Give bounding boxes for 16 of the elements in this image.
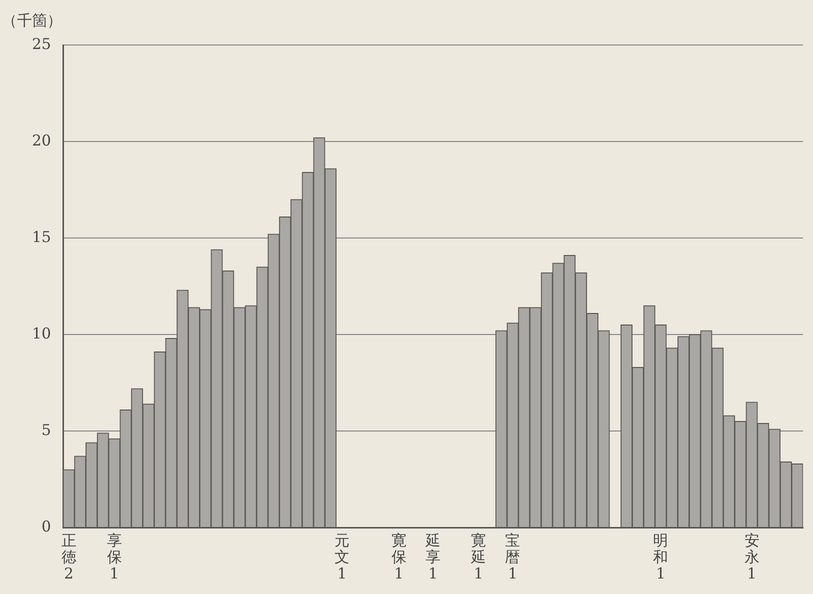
- x-tick-label: 正徳2: [61, 532, 76, 583]
- x-tick-label: 明和1: [653, 532, 668, 583]
- x-tick-label: 寛延1: [470, 532, 486, 583]
- x-tick-label: 享保1: [106, 532, 122, 583]
- y-tick-label: 25: [32, 34, 52, 53]
- x-tick-label: 寛保1: [391, 532, 406, 583]
- y-axis-title: （千箇）: [2, 11, 62, 30]
- y-tick-label: 0: [42, 517, 52, 536]
- x-tick-label: 安永1: [744, 532, 760, 583]
- y-tick-label: 10: [32, 324, 52, 342]
- y-tick-label: 5: [42, 420, 52, 439]
- y-tick-label: 20: [32, 131, 52, 150]
- x-tick-label: 宝暦1: [505, 532, 520, 583]
- x-tick-label: 元文1: [334, 532, 350, 583]
- y-tick-label: 15: [32, 228, 52, 246]
- x-tick-label: 延享1: [424, 532, 441, 583]
